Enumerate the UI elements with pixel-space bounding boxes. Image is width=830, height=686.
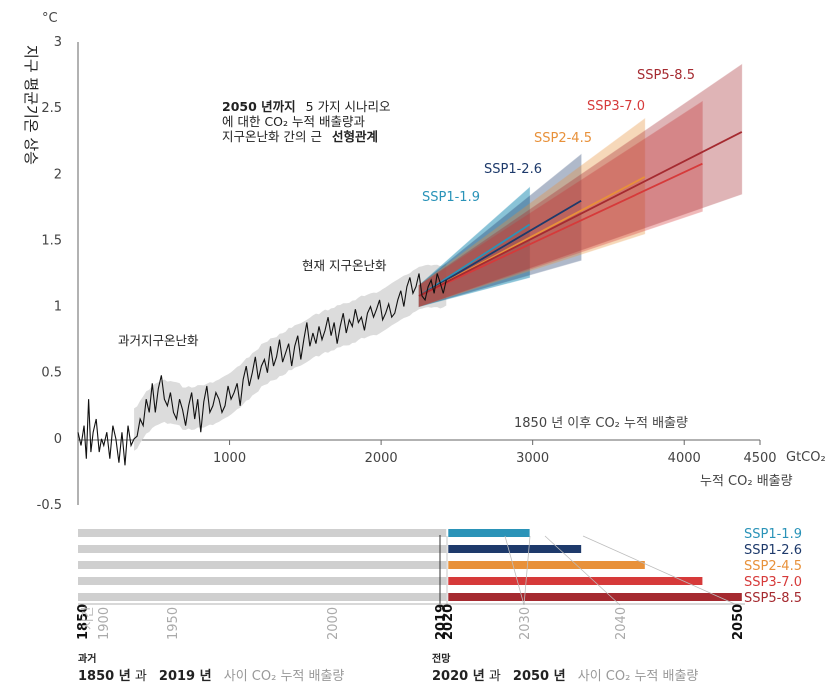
x-axis-note: 1850 년 이후 CO₂ 누적 배출량: [514, 416, 688, 431]
timeline-legend-label: SSP1-2.6: [744, 543, 802, 558]
future-emissions-bar: [448, 577, 703, 585]
future-emissions-bar: [448, 593, 742, 601]
footnote-right: 2020 년 과 2050 년 사이 CO₂ 누적 배출량: [432, 669, 698, 684]
x-axis-title: 누적 CO₂ 배출량: [700, 474, 793, 489]
scenario-label: SSP1-2.6: [484, 162, 542, 177]
x-tick-label: 4500: [743, 451, 776, 466]
timeline-guide-line: [582, 535, 738, 606]
main-axes: [77, 42, 760, 505]
footnote-left-join: 과: [135, 669, 147, 684]
annotation-line1-bold: 2050 년까지: [222, 99, 296, 114]
scenario-label: SSP3-7.0: [587, 99, 645, 114]
timeline-guide-line: [504, 535, 525, 606]
scenario-label: SSP5-8.5: [637, 68, 695, 83]
past-emissions-bar: [78, 529, 447, 537]
label-past-warming: 과거지구온난화: [118, 333, 199, 348]
x-unit-label: GtCO₂: [786, 450, 826, 465]
footnote-right-year-end: 2050 년: [513, 669, 566, 684]
footnote-left-rest: 사이 CO₂ 누적 배출량: [224, 669, 345, 684]
annotation-line-1: 2050 년까지 5 가지 시나리오: [222, 99, 391, 114]
scenario-band: [418, 186, 531, 308]
y-axis-title: 지구 평균기온 상승: [22, 45, 40, 165]
future-emissions-bar: [448, 545, 582, 553]
footnote-right-year-start: 2020 년: [432, 669, 485, 684]
footnote-left-year-start: 1850 년: [78, 669, 131, 684]
scenario-center-line: [418, 162, 703, 297]
time-tick-label: 1950: [166, 607, 181, 640]
y-tick-label: 1: [54, 300, 62, 315]
footnote-right-join: 과: [489, 669, 501, 684]
time-tick-label: 2040: [614, 607, 629, 640]
y-tick-label: -0.5: [37, 498, 62, 513]
timeline-guide-line: [544, 535, 621, 606]
y-tick-label: 1.5: [41, 233, 62, 248]
y-tick-label: 3: [54, 35, 62, 50]
timeline-legend-label: SSP5-8.5: [744, 591, 802, 606]
past-emissions-bar: [78, 545, 447, 553]
scenario-center-line: [418, 223, 531, 297]
past-emissions-bar: [78, 561, 447, 569]
time-tick-label: 1900: [97, 607, 112, 640]
timeline-legend-label: SSP3-7.0: [744, 575, 802, 590]
x-tick-label: 2000: [365, 451, 398, 466]
time-tick-label: 2000: [326, 607, 341, 640]
scenario-band: [418, 153, 582, 308]
annotation-line-3: 지구온난화 간의 근 선형관계: [222, 129, 378, 144]
scenario-label: SSP2-4.5: [534, 131, 592, 146]
y-tick-label: 0.5: [41, 366, 62, 381]
footnote-left-year-end: 2019 년: [159, 669, 212, 684]
footnote-right-rest: 사이 CO₂ 누적 배출량: [578, 669, 699, 684]
future-emissions-bar: [448, 529, 530, 537]
time-axis-title: 시간: [81, 606, 96, 630]
time-tick-label: 2030: [518, 607, 533, 640]
scenario-label: SSP1-1.9: [422, 190, 480, 205]
x-tick-label: 1000: [213, 451, 246, 466]
time-tick-label: 2019: [434, 604, 449, 640]
annotation-line1-rest: 5 가지 시나리오: [306, 99, 391, 114]
future-emissions-bar: [448, 561, 645, 569]
y-tick-label: 0: [54, 432, 62, 447]
time-tick-label: 2050: [731, 604, 746, 640]
label-current-warming: 현재 지구온난화: [302, 258, 387, 273]
footnote-left: 1850 년 과 2019 년 사이 CO₂ 누적 배출량: [78, 669, 344, 684]
y-tick-label: 2.5: [41, 101, 62, 116]
footnote-right-label: 전망: [432, 652, 451, 665]
main-layer: 3 2.5 2 1.5 1 0.5 0 -0.5 1000 2000 3000 4000 4500 SSP…: [37, 35, 777, 513]
scenario-band: [418, 63, 743, 308]
historical-warming-line: [77, 273, 447, 466]
timeline-layer: SSP1-1.9SSP1-2.6SSP2-4.5SSP3-7.0SSP5-8.5…: [76, 527, 802, 640]
time-tick-label: 1850: [76, 604, 91, 640]
past-emissions-bar: [78, 577, 447, 585]
timeline-guide-line: [523, 535, 531, 606]
past-emissions-bar: [78, 593, 447, 601]
annotation-line3-bold: 선형관계: [332, 129, 378, 144]
y-unit-label: °C: [42, 11, 58, 26]
annotation-line-2: 에 대한 CO₂ 누적 배출량과: [222, 114, 365, 129]
annotation-line3-rest: 지구온난화 간의 근: [222, 129, 322, 144]
y-tick-label: 2: [54, 167, 62, 182]
x-tick-label: 3000: [516, 451, 549, 466]
footnote-left-label: 과거: [78, 652, 96, 665]
timeline-legend-label: SSP2-4.5: [744, 559, 802, 574]
x-tick-label: 4000: [668, 451, 701, 466]
scenario-center-line: [418, 131, 743, 297]
timeline-legend-label: SSP1-1.9: [744, 527, 802, 542]
time-tick-label: 2020: [441, 604, 456, 640]
